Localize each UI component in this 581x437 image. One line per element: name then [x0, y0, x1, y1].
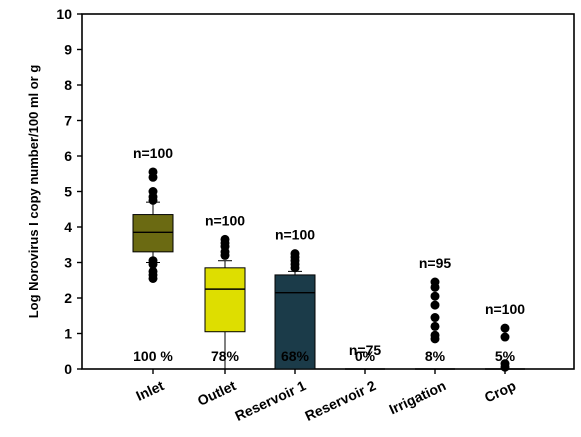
outlier-point: [220, 234, 230, 244]
outlier-point: [430, 313, 440, 323]
box-iqr: [204, 267, 246, 333]
percent-positive-label: 5%: [495, 348, 516, 364]
sample-size-label: n=100: [275, 227, 315, 243]
outlier-point: [430, 291, 440, 301]
box-group: [274, 249, 316, 370]
x-category-label: Inlet: [133, 377, 166, 404]
box-group: [132, 167, 174, 283]
outlier-point: [148, 256, 158, 266]
x-category-label: Reservoir 2: [302, 377, 378, 424]
sample-size-label: n=100: [205, 212, 245, 228]
y-tick-label: 0: [64, 361, 72, 377]
boxes-layer: [132, 167, 525, 372]
sample-size-label: n=100: [133, 145, 173, 161]
x-category-label: Crop: [482, 377, 518, 405]
box-group: [485, 323, 525, 372]
axes-layer: 0 1 2 3 4 5 6 7 8 9 10 Log Norovirus I copy number/…: [26, 6, 575, 377]
x-category-label: Irrigation: [387, 377, 449, 417]
percent-positive-label: 100 %: [133, 348, 173, 364]
sample-size-label: n=75: [349, 342, 382, 358]
outlier-point: [430, 321, 440, 331]
outlier-point: [148, 266, 158, 276]
x-category-label: Outlet: [195, 377, 239, 409]
outlier-point: [430, 300, 440, 310]
outlier-point: [500, 332, 510, 342]
outlier-point: [430, 277, 440, 287]
box-iqr: [132, 214, 174, 253]
sample-size-label: n=95: [419, 255, 452, 271]
y-tick-label: 10: [56, 6, 72, 22]
percent-positive-label: 0%: [355, 348, 376, 364]
y-tick-label: 2: [64, 290, 72, 306]
y-tick-label: 3: [64, 255, 72, 271]
percent-positive-label: 78%: [211, 348, 240, 364]
box-group: [415, 277, 455, 370]
y-tick-label: 1: [64, 326, 72, 342]
labels-layer: n=100 100 % Inlet n=100 78% Outlet n=100 68% Res…: [133, 145, 525, 424]
outlier-point: [290, 249, 300, 259]
percent-positive-label: 8%: [425, 348, 446, 364]
percent-positive-label: 68%: [281, 348, 310, 364]
x-category-label: Reservoir 1: [232, 377, 308, 424]
y-axis-label: Log Norovirus I copy number/100 ml or g: [26, 65, 41, 319]
y-tick-label: 6: [64, 148, 72, 164]
y-tick-label: 9: [64, 42, 72, 58]
sample-size-label: n=100: [485, 301, 525, 317]
y-tick-label: 8: [64, 77, 72, 93]
outlier-point: [500, 323, 510, 333]
outlier-point: [430, 330, 440, 340]
y-tick-label: 5: [64, 184, 72, 200]
outlier-point: [148, 167, 158, 177]
outlier-point: [148, 187, 158, 196]
box-iqr: [274, 274, 316, 370]
outlier-point: [500, 359, 510, 369]
y-tick-label: 4: [64, 219, 72, 235]
y-tick-label: 7: [64, 113, 72, 129]
box-group: [204, 234, 246, 370]
